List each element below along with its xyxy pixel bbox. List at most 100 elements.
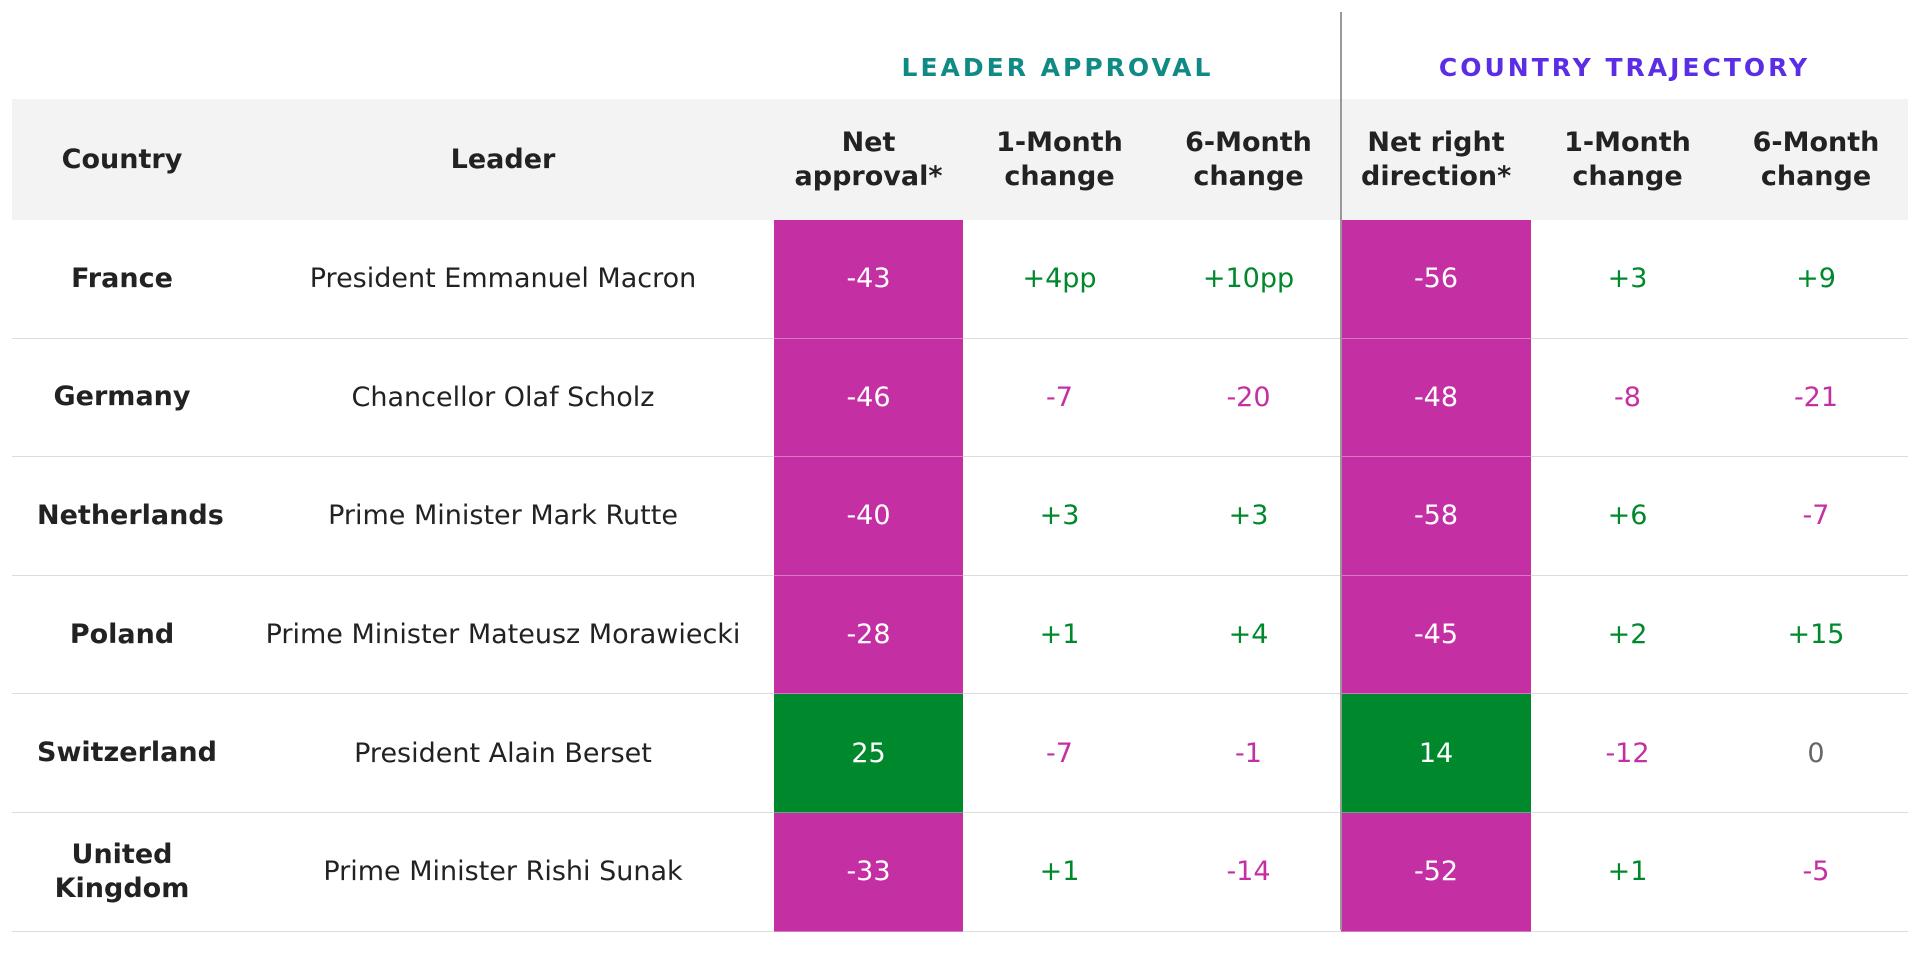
change-text: -12 <box>1605 737 1650 769</box>
change: +3 <box>1531 220 1724 339</box>
change: -21 <box>1724 339 1908 458</box>
net-score: -33 <box>774 813 963 932</box>
change: +1 <box>963 576 1156 695</box>
column-header-text: 6-Month change <box>1185 126 1312 192</box>
change-text: +15 <box>1787 619 1845 651</box>
change: +3 <box>1156 457 1341 576</box>
change-text: +4 <box>1228 619 1269 651</box>
group-header: LEADER APPROVAL <box>774 45 1341 89</box>
net-score-text: -58 <box>1413 500 1459 532</box>
column-header-text: Country <box>61 143 183 175</box>
change-text: -14 <box>1226 856 1271 888</box>
change-text: +1 <box>1607 856 1648 888</box>
country: Germany <box>12 339 232 458</box>
change-text: -7 <box>1046 737 1073 769</box>
change: +2 <box>1531 576 1724 695</box>
net-score: -56 <box>1341 220 1531 339</box>
country-text: Poland <box>69 618 175 650</box>
leader-text: Prime Minister Mark Rutte <box>328 500 678 532</box>
group-header-text: LEADER APPROVAL <box>901 52 1214 82</box>
leader: Chancellor Olaf Scholz <box>232 339 774 458</box>
net-score-text: -45 <box>1413 619 1459 651</box>
change: +15 <box>1724 576 1908 695</box>
leader: President Alain Berset <box>232 694 774 813</box>
leader-text: President Alain Berset <box>354 737 652 769</box>
change-text: +1 <box>1039 619 1080 651</box>
change-text: -21 <box>1793 381 1839 413</box>
change: +3 <box>963 457 1156 576</box>
change-text: +3 <box>1607 263 1648 295</box>
change-text: +3 <box>1039 500 1080 532</box>
net-score-text: -40 <box>846 500 891 532</box>
column-header: 6-Month change <box>1156 99 1341 220</box>
change-text: +6 <box>1607 500 1648 532</box>
net-score: -40 <box>774 457 963 576</box>
change: +4pp <box>963 220 1156 339</box>
change: +1 <box>963 813 1156 932</box>
change-text: -8 <box>1614 381 1641 413</box>
change: -7 <box>963 694 1156 813</box>
change-text: +9 <box>1796 263 1836 295</box>
change: +9 <box>1724 220 1908 339</box>
net-score: -58 <box>1341 457 1531 576</box>
change: -20 <box>1156 339 1341 458</box>
leader: Prime Minister Rishi Sunak <box>232 813 774 932</box>
column-header: 6-Month change <box>1724 99 1908 220</box>
net-score: -46 <box>774 338 963 458</box>
net-score: -48 <box>1341 338 1531 458</box>
change-text: +2 <box>1607 619 1648 651</box>
country-text: United Kingdom <box>54 838 190 904</box>
column-header-text: Leader <box>450 143 556 175</box>
column-header-text: Net right direction* <box>1361 126 1512 192</box>
change: +4 <box>1156 576 1341 695</box>
net-score: -28 <box>774 575 963 695</box>
column-header: Net approval* <box>774 99 963 220</box>
leader-text: Prime Minister Mateusz Morawiecki <box>265 619 741 651</box>
column-header-text: Net approval* <box>794 126 943 192</box>
change-text: +10pp <box>1202 263 1295 295</box>
change-text: -7 <box>1046 381 1073 413</box>
net-score-text: 25 <box>851 737 886 769</box>
country: France <box>12 220 232 339</box>
change-text: -7 <box>1802 500 1830 532</box>
change: +10pp <box>1156 220 1341 339</box>
country-text: Germany <box>53 381 191 413</box>
change-text: +3 <box>1228 500 1269 532</box>
leader: President Emmanuel Macron <box>232 220 774 339</box>
country: Netherlands <box>12 457 232 576</box>
country-text: Switzerland <box>37 737 217 769</box>
column-header-text: 1-Month change <box>996 126 1123 192</box>
change: -8 <box>1531 339 1724 458</box>
net-score-text: -56 <box>1413 263 1459 295</box>
column-header-text: 6-Month change <box>1752 126 1880 192</box>
group-header-text: COUNTRY TRAJECTORY <box>1438 52 1811 82</box>
group-divider <box>1340 12 1342 930</box>
change: -7 <box>1724 457 1908 576</box>
change-text: 0 <box>1807 737 1825 769</box>
column-header: 1-Month change <box>963 99 1156 220</box>
change: -12 <box>1531 694 1724 813</box>
change: -14 <box>1156 813 1341 932</box>
net-score-text: 14 <box>1418 737 1454 769</box>
net-score: 25 <box>774 694 963 813</box>
group-header: COUNTRY TRAJECTORY <box>1341 45 1908 89</box>
column-header: Leader <box>232 99 774 220</box>
change: -5 <box>1724 813 1908 932</box>
leader-text: President Emmanuel Macron <box>309 263 697 295</box>
leader: Prime Minister Mark Rutte <box>232 457 774 576</box>
change: -1 <box>1156 694 1341 813</box>
column-header: 1-Month change <box>1531 99 1724 220</box>
net-score-text: -48 <box>1413 381 1459 413</box>
change: -7 <box>963 339 1156 458</box>
change-text: +4pp <box>1022 263 1097 295</box>
net-score-text: -46 <box>846 381 891 413</box>
country: Poland <box>12 576 232 695</box>
net-score: 14 <box>1341 694 1531 813</box>
net-score-text: -43 <box>846 263 891 295</box>
net-score-text: -33 <box>846 856 891 888</box>
change-text: -5 <box>1802 856 1830 888</box>
country-text: France <box>71 262 173 294</box>
change-text: +1 <box>1039 856 1080 888</box>
net-score: -43 <box>774 220 963 339</box>
